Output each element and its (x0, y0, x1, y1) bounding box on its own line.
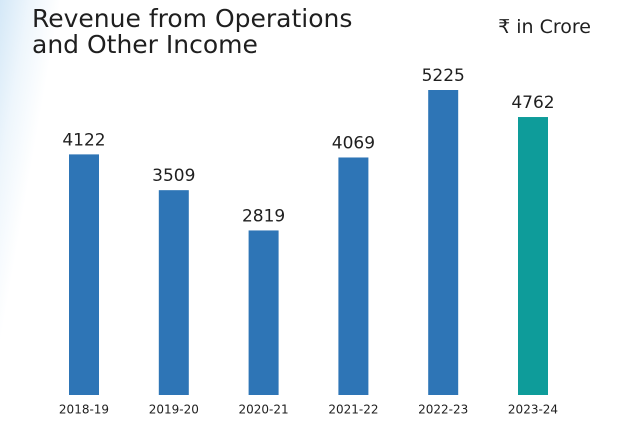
x-tick-label: 2018-19 (59, 403, 109, 417)
bar (248, 230, 279, 395)
x-tick-label: 2020-21 (239, 403, 289, 417)
value-label: 4069 (332, 133, 375, 153)
chart-title: Revenue from Operations and Other Income (32, 4, 353, 59)
bar (518, 117, 548, 395)
value-label: 5225 (422, 66, 465, 86)
chart-subtitle: ₹ in Crore (498, 16, 591, 38)
x-tick-label: 2021-22 (328, 403, 378, 417)
value-label: 4122 (62, 130, 105, 150)
value-label: 2819 (242, 206, 285, 226)
bar (428, 90, 459, 395)
bar (338, 157, 369, 395)
value-label: 3509 (152, 166, 195, 186)
x-tick-label: 2023-24 (508, 403, 558, 417)
bar (69, 154, 99, 395)
bar (158, 190, 189, 395)
x-tick-label: 2022-23 (418, 403, 468, 417)
value-label: 4762 (511, 93, 554, 113)
x-tick-label: 2019-20 (149, 403, 199, 417)
